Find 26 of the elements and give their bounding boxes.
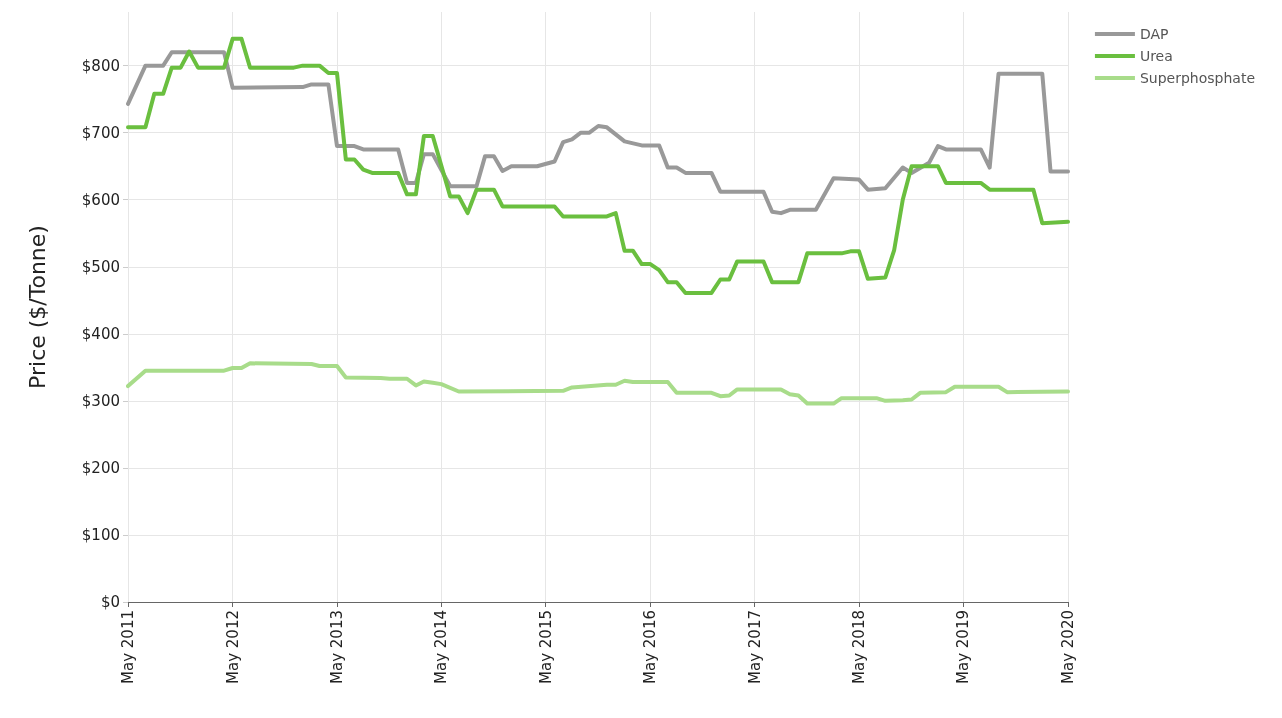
y-tick-label: $800	[81, 56, 120, 75]
x-tick-label: May 2016	[641, 610, 660, 684]
x-tick-label: May 2011	[119, 610, 137, 684]
y-tick-label: $100	[81, 525, 120, 544]
y-tick-label: $200	[81, 458, 120, 477]
y-tick-label: $500	[81, 257, 120, 276]
y-tick-label: $600	[81, 190, 120, 209]
line-series	[126, 50, 1070, 216]
x-tick-label: May 2017	[745, 610, 764, 684]
line-series	[126, 361, 1070, 406]
x-tick-label: May 2020	[1059, 610, 1077, 684]
x-tick-label: May 2019	[954, 610, 973, 684]
x-tick-label: May 2013	[327, 610, 346, 684]
x-tick-label: May 2014	[432, 610, 451, 684]
x-tick-label: May 2012	[223, 610, 242, 684]
y-axis-title: Price ($/Tonne)	[24, 225, 50, 389]
legend-label: DAP	[1139, 26, 1169, 42]
y-tick-label: $700	[81, 123, 120, 142]
x-tick-label: May 2018	[850, 610, 869, 684]
line-series	[126, 36, 1070, 295]
legend-label: Superphosphate	[1139, 70, 1255, 86]
y-tick-label: $400	[81, 324, 120, 343]
legend-label: Urea	[1139, 48, 1173, 64]
y-tick-label: $300	[81, 391, 120, 410]
x-tick-label: May 2015	[536, 610, 555, 684]
y-tick-label: $0	[100, 593, 120, 611]
